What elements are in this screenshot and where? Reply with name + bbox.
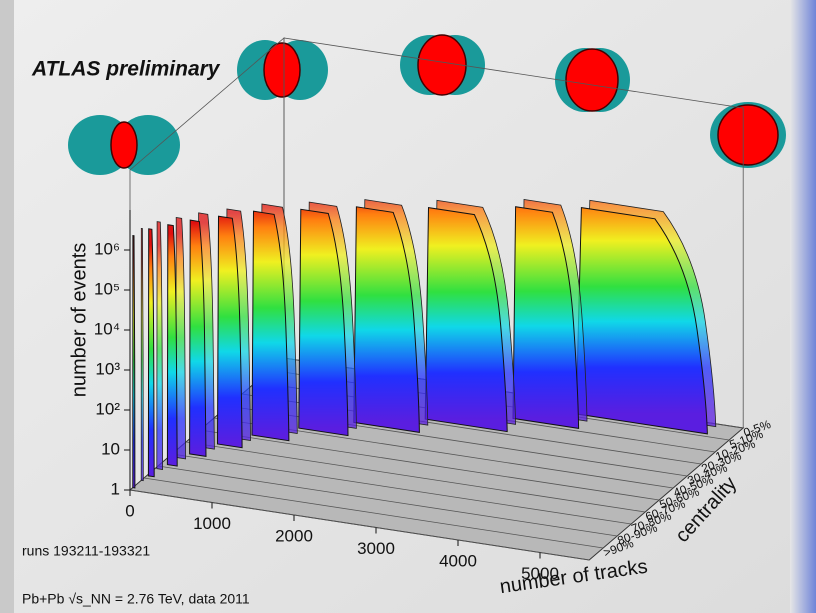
y-tick-label: 10⁶	[94, 239, 120, 258]
slab-top	[175, 217, 187, 460]
slab	[166, 224, 178, 467]
floor-row-line	[171, 453, 632, 525]
y-tick-label: 1	[111, 479, 120, 498]
x-tick-label: 1000	[193, 514, 231, 533]
run-note: runs 193211-193321	[22, 543, 150, 559]
slab	[147, 228, 155, 478]
x-tick-label: 4000	[439, 551, 477, 570]
x-tick-label: 3000	[357, 539, 395, 558]
slab	[512, 206, 580, 429]
floor-row-line	[157, 465, 618, 537]
slide-edge	[0, 0, 14, 613]
y-tick-label: 10⁴	[94, 319, 120, 338]
slab	[189, 219, 207, 457]
slab	[132, 235, 136, 489]
y-tick-label: 10³	[95, 359, 120, 378]
x-tick-label: 5000	[521, 564, 559, 583]
slab-top	[156, 221, 164, 470]
slab	[251, 210, 290, 442]
floor-row-line	[185, 441, 646, 513]
slab	[575, 207, 708, 435]
floor-row-line	[143, 477, 604, 549]
y-axis-label: number of events	[68, 243, 90, 398]
y-tick-label: 10²	[95, 399, 120, 418]
floor-row-line	[199, 429, 660, 501]
slab-top	[140, 227, 144, 482]
x-tick-label: 0	[125, 501, 134, 520]
collision-icons	[68, 34, 786, 175]
x-tick-label: 2000	[275, 526, 313, 545]
slab	[424, 207, 508, 433]
chart-title: ATLAS preliminary	[31, 58, 221, 81]
slab	[353, 206, 420, 433]
y-tick-label: 10⁵	[94, 279, 120, 298]
floor-row-line	[129, 489, 590, 561]
y-tick-label: 10	[101, 439, 120, 458]
slide-edge	[790, 0, 816, 613]
energy-note: Pb+Pb √s_NN = 2.76 TeV, data 2011	[22, 591, 250, 607]
slab	[216, 215, 243, 449]
slab	[298, 208, 349, 437]
